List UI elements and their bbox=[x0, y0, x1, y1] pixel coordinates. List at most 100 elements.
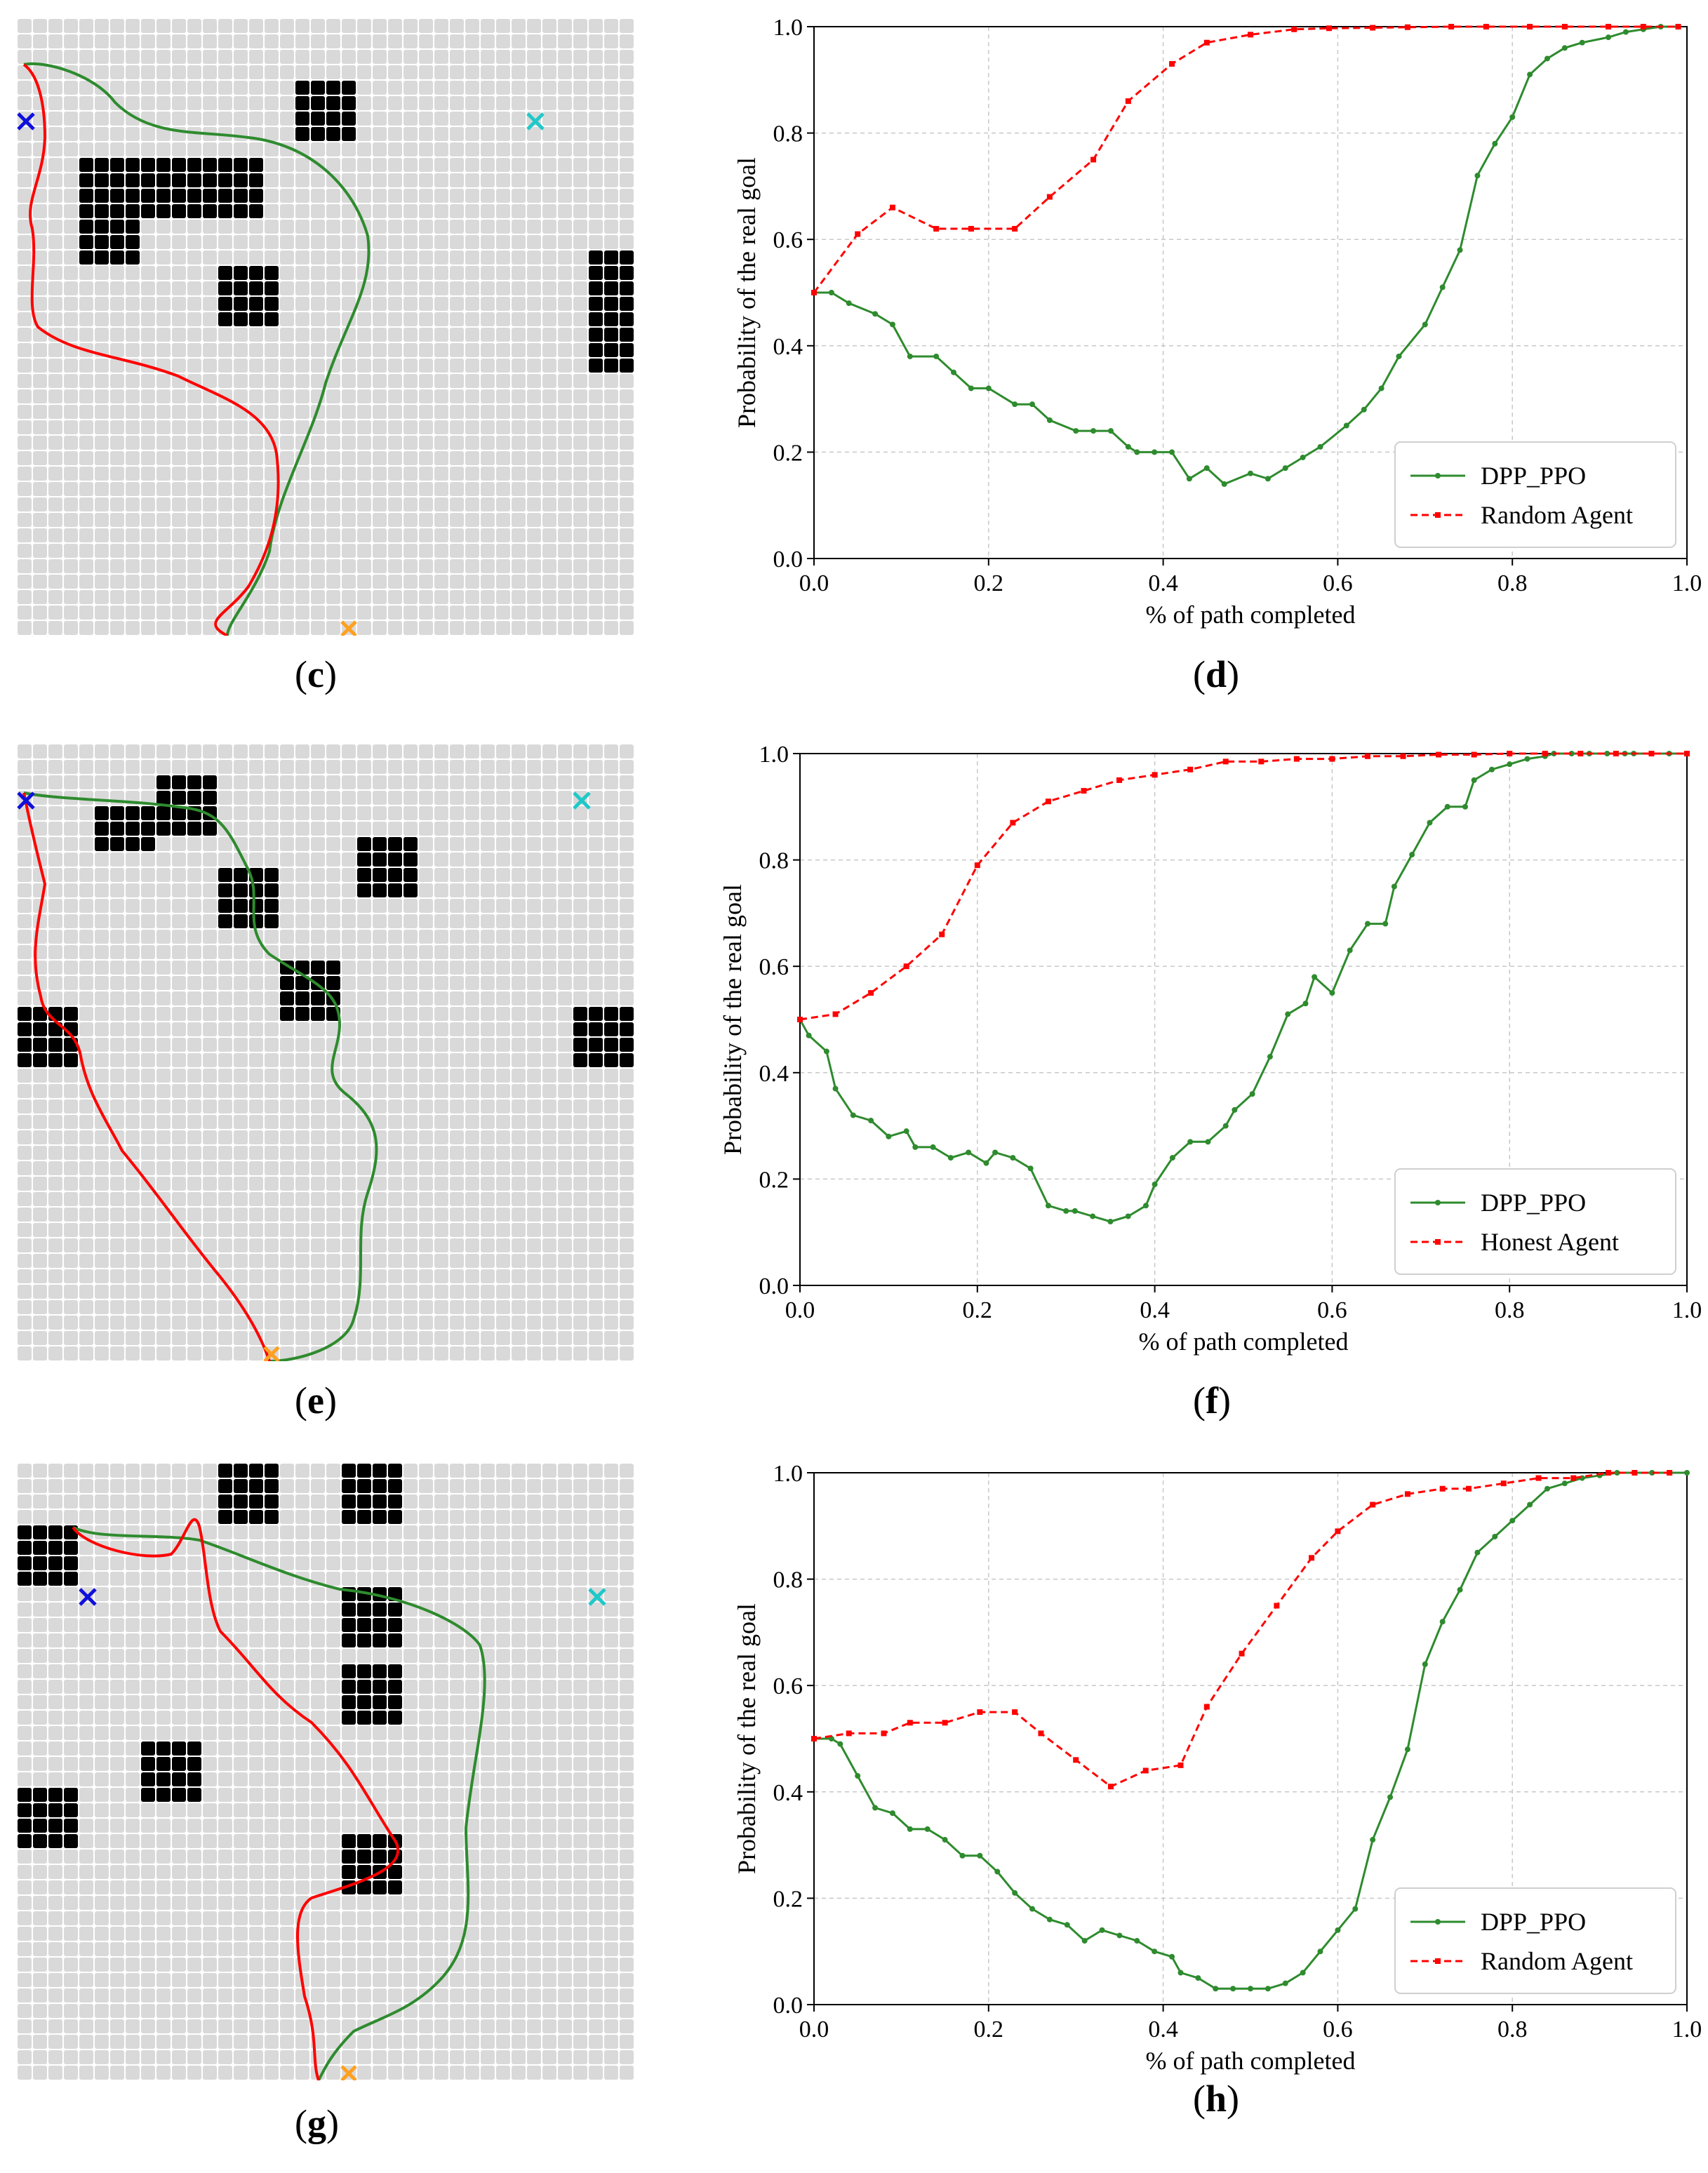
grid-cell bbox=[342, 1927, 356, 1941]
grid-cell bbox=[280, 853, 294, 867]
grid-cell bbox=[558, 806, 572, 820]
grid-cell bbox=[187, 1479, 201, 1493]
grid-cell bbox=[187, 1603, 201, 1617]
grid-cell bbox=[512, 1192, 526, 1206]
grid-cell bbox=[573, 744, 587, 758]
grid-cell bbox=[79, 1479, 93, 1493]
grid-cell bbox=[234, 1331, 248, 1345]
grid-cell bbox=[542, 50, 556, 64]
grid-cell bbox=[218, 1069, 232, 1083]
grid-cell bbox=[172, 883, 186, 897]
grid-cell bbox=[373, 1331, 387, 1345]
grid-cell bbox=[311, 1633, 325, 1647]
grid-cell bbox=[265, 775, 279, 789]
grid-cell bbox=[79, 1680, 93, 1694]
grid-cell bbox=[48, 482, 62, 496]
grid-cell bbox=[527, 173, 541, 187]
grid-cell bbox=[450, 1269, 464, 1283]
grid-cell bbox=[496, 1819, 510, 1833]
grid-cell bbox=[450, 204, 464, 218]
grid-cell bbox=[295, 513, 309, 527]
grid-cell bbox=[203, 1495, 217, 1509]
grid-cell bbox=[388, 1053, 402, 1067]
grid-cell bbox=[403, 621, 418, 635]
grid-cell bbox=[388, 1572, 402, 1586]
grid-cell bbox=[126, 96, 140, 110]
grid-cell bbox=[604, 1146, 618, 1160]
obstacles bbox=[79, 81, 649, 373]
grid-cell bbox=[512, 1603, 526, 1617]
grid-cell bbox=[156, 1300, 171, 1314]
grid-cell bbox=[357, 1069, 371, 1083]
grid-cell bbox=[295, 1238, 309, 1252]
grid-cell bbox=[620, 34, 634, 48]
grid-cell bbox=[203, 1618, 217, 1632]
grid-cell bbox=[403, 112, 418, 126]
obstacle-cell bbox=[620, 1053, 634, 1067]
grid-cell bbox=[573, 1479, 587, 1493]
grid-cell bbox=[156, 1208, 171, 1222]
grid-cell bbox=[512, 467, 526, 481]
grid-cell bbox=[481, 1603, 495, 1617]
grid-cell bbox=[604, 1084, 618, 1098]
grid-cell bbox=[450, 374, 464, 388]
grid-cell bbox=[419, 868, 433, 882]
grid-cell bbox=[419, 1757, 433, 1771]
data-point bbox=[1046, 194, 1053, 200]
grid-cell bbox=[64, 482, 78, 496]
grid-cell bbox=[558, 359, 572, 373]
grid-cell bbox=[403, 1803, 418, 1817]
grid-cell bbox=[481, 81, 495, 95]
grid-cell bbox=[388, 606, 402, 620]
grid-cell bbox=[234, 359, 248, 373]
grid-cell bbox=[295, 1254, 309, 1268]
data-point bbox=[1232, 1106, 1238, 1113]
grid-cell bbox=[172, 837, 186, 851]
grid-cell bbox=[234, 112, 248, 126]
grid-cell bbox=[527, 930, 541, 944]
grid-cell bbox=[172, 1850, 186, 1864]
grid-cell bbox=[527, 1541, 541, 1555]
grid-cell bbox=[64, 1911, 78, 1925]
grid-cell bbox=[249, 1603, 263, 1617]
grid-cell bbox=[95, 281, 109, 295]
grid-cell bbox=[326, 1726, 340, 1740]
obstacle-cell bbox=[342, 112, 356, 126]
grid-cell bbox=[249, 451, 263, 465]
data-point bbox=[868, 990, 874, 996]
grid-cell bbox=[218, 1053, 232, 1067]
grid-cell bbox=[265, 250, 279, 265]
grid-cell bbox=[48, 189, 62, 203]
grid-cell bbox=[481, 1316, 495, 1330]
grid-cell bbox=[481, 590, 495, 604]
grid-cell bbox=[172, 312, 186, 326]
grid-cell bbox=[126, 1192, 140, 1206]
grid-cell bbox=[18, 420, 32, 434]
data-point bbox=[1010, 820, 1016, 826]
grid-cell bbox=[218, 1331, 232, 1345]
grid-cell bbox=[558, 775, 572, 789]
grid-cell bbox=[542, 544, 556, 558]
grid-cell bbox=[187, 389, 201, 403]
grid-cell bbox=[419, 760, 433, 774]
grid-cell bbox=[403, 1038, 418, 1052]
grid-cell bbox=[203, 1479, 217, 1493]
grid-cell bbox=[465, 1510, 479, 1524]
grid-cell bbox=[403, 1695, 418, 1709]
grid-cell bbox=[620, 899, 634, 913]
grid-cell bbox=[234, 328, 248, 342]
x-tick-label: 0.2 bbox=[963, 1297, 993, 1323]
grid-cell bbox=[512, 853, 526, 867]
obstacle-cell bbox=[403, 853, 418, 867]
grid-cell bbox=[496, 1633, 510, 1647]
grid-cell bbox=[187, 1711, 201, 1725]
grid-cell bbox=[249, 1177, 263, 1191]
grid-cell bbox=[419, 1695, 433, 1709]
grid-cell bbox=[249, 235, 263, 249]
grid-cell bbox=[18, 328, 32, 342]
grid-cell bbox=[126, 1757, 140, 1771]
grid-cell bbox=[280, 899, 294, 913]
grid-cell bbox=[295, 420, 309, 434]
grid-cell bbox=[573, 775, 587, 789]
grid-cell bbox=[48, 297, 62, 311]
